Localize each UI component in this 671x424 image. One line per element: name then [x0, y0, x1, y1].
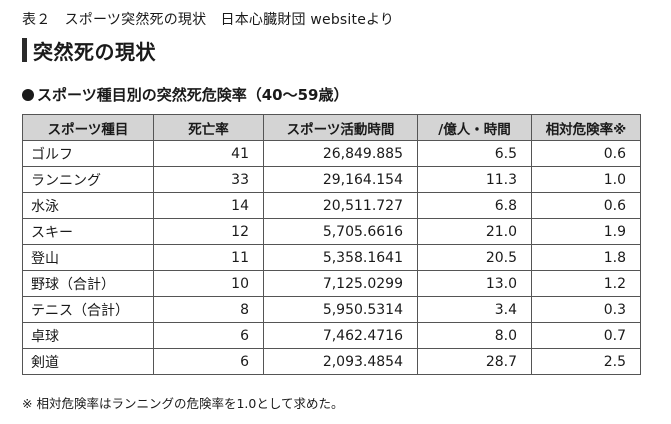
cell-deaths: 6: [153, 322, 264, 349]
section-heading: 突然死の現状: [22, 38, 156, 64]
cell-deaths: 11: [153, 244, 264, 271]
table-subtitle: スポーツ種目別の突然死危険率（40〜59歳）: [22, 84, 348, 105]
cell-deaths: 41: [153, 140, 264, 167]
cell-sport: 卓球: [22, 322, 154, 349]
cell-sport: テニス（合計）: [22, 296, 154, 323]
table-row: 登山 11 5,358.1641 20.5 1.8: [22, 244, 641, 271]
cell-activity-time: 29,164.154: [263, 166, 418, 193]
cell-sport: ランニング: [22, 166, 154, 193]
section-title: 突然死の現状: [33, 39, 156, 64]
header-deaths: 死亡率: [153, 114, 264, 141]
cell-activity-time: 5,358.1641: [263, 244, 418, 271]
header-sport: スポーツ種目: [22, 114, 154, 141]
cell-relative-risk: 1.0: [531, 166, 641, 193]
cell-rate: 3.4: [417, 296, 532, 323]
cell-relative-risk: 0.6: [531, 192, 641, 219]
cell-relative-risk: 0.7: [531, 322, 641, 349]
cell-sport: 野球（合計）: [22, 270, 154, 297]
subtitle-text: スポーツ種目別の突然死危険率（40〜59歳）: [37, 86, 349, 104]
cell-deaths: 14: [153, 192, 264, 219]
cell-activity-time: 5,950.5314: [263, 296, 418, 323]
cell-deaths: 8: [153, 296, 264, 323]
cell-rate: 28.7: [417, 348, 532, 375]
cell-deaths: 33: [153, 166, 264, 193]
footnote: ※ 相対危険率はランニングの危険率を1.0として求めた。: [22, 396, 344, 411]
cell-sport: 登山: [22, 244, 154, 271]
cell-rate: 11.3: [417, 166, 532, 193]
table-row: スキー 12 5,705.6616 21.0 1.9: [22, 218, 641, 245]
cell-activity-time: 7,462.4716: [263, 322, 418, 349]
cell-activity-time: 26,849.885: [263, 140, 418, 167]
header-rate: /億人・時間: [417, 114, 532, 141]
cell-relative-risk: 0.3: [531, 296, 641, 323]
cell-activity-time: 5,705.6616: [263, 218, 418, 245]
header-relative-risk: 相対危険率※: [531, 114, 641, 141]
cell-deaths: 12: [153, 218, 264, 245]
table-row: テニス（合計） 8 5,950.5314 3.4 0.3: [22, 296, 641, 323]
table-row: ゴルフ 41 26,849.885 6.5 0.6: [22, 140, 641, 167]
cell-relative-risk: 1.9: [531, 218, 641, 245]
section-bar-mark: [22, 38, 27, 62]
cell-relative-risk: 1.2: [531, 270, 641, 297]
cell-relative-risk: 1.8: [531, 244, 641, 271]
header-activity-time: スポーツ活動時間: [263, 114, 418, 141]
cell-rate: 13.0: [417, 270, 532, 297]
cell-rate: 21.0: [417, 218, 532, 245]
cell-relative-risk: 2.5: [531, 348, 641, 375]
cell-deaths: 10: [153, 270, 264, 297]
cell-rate: 8.0: [417, 322, 532, 349]
table-row: 水泳 14 20,511.727 6.8 0.6: [22, 192, 641, 219]
cell-sport: 剣道: [22, 348, 154, 375]
table-row: 卓球 6 7,462.4716 8.0 0.7: [22, 322, 641, 349]
cell-activity-time: 7,125.0299: [263, 270, 418, 297]
cell-sport: ゴルフ: [22, 140, 154, 167]
table-caption: 表２ スポーツ突然死の現状 日本心臓財団 websiteより: [22, 12, 395, 28]
cell-activity-time: 2,093.4854: [263, 348, 418, 375]
cell-rate: 6.8: [417, 192, 532, 219]
table-row: 剣道 6 2,093.4854 28.7 2.5: [22, 348, 641, 375]
cell-sport: 水泳: [22, 192, 154, 219]
table-row: ランニング 33 29,164.154 11.3 1.0: [22, 166, 641, 193]
bullet-icon: [22, 88, 34, 101]
cell-deaths: 6: [153, 348, 264, 375]
cell-rate: 20.5: [417, 244, 532, 271]
cell-activity-time: 20,511.727: [263, 192, 418, 219]
sports-risk-table: スポーツ種目 死亡率 スポーツ活動時間 /億人・時間 相対危険率※ ゴルフ 41…: [22, 114, 641, 375]
cell-rate: 6.5: [417, 140, 532, 167]
table-row: 野球（合計） 10 7,125.0299 13.0 1.2: [22, 270, 641, 297]
cell-relative-risk: 0.6: [531, 140, 641, 167]
cell-sport: スキー: [22, 218, 154, 245]
table-header-row: スポーツ種目 死亡率 スポーツ活動時間 /億人・時間 相対危険率※: [22, 114, 641, 141]
